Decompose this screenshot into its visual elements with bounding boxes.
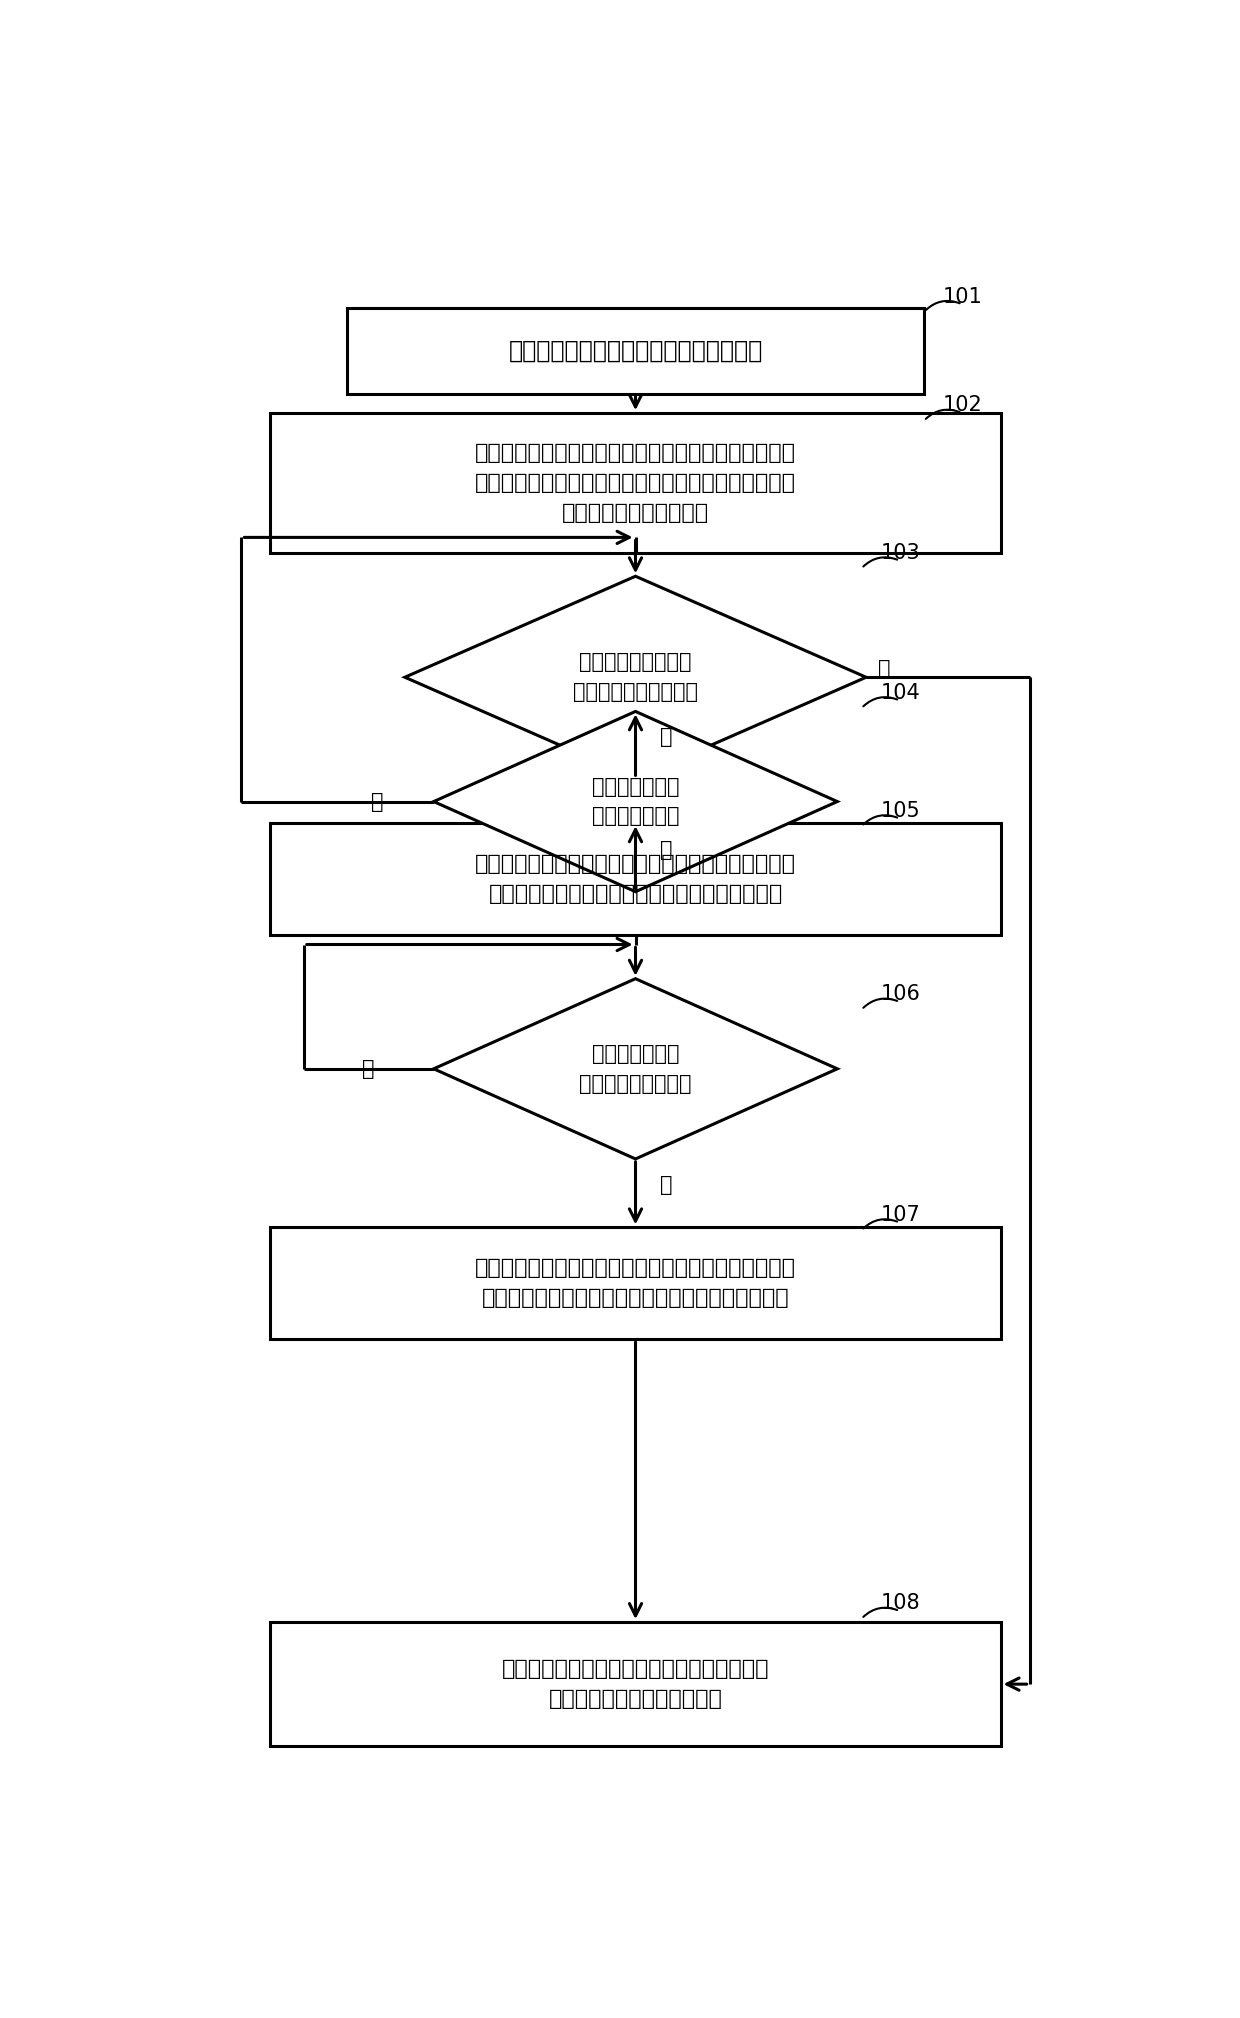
Text: 是: 是 [660, 839, 672, 860]
Text: 发出结束消融指令以控制所述射频能量发生器
停止输出消融功率，结束消融: 发出结束消融指令以控制所述射频能量发生器 停止输出消融功率，结束消融 [502, 1659, 769, 1709]
Text: 否: 否 [371, 791, 383, 811]
Text: 判断休眠时间是
否超出休眠时间阈值: 判断休眠时间是 否超出休眠时间阈值 [579, 1043, 692, 1094]
Text: 发出休眠指令以控制所述射频能量发生器暂停输出消融
功率，并记录休眠时间以及暂停记录所述消融时间: 发出休眠指令以控制所述射频能量发生器暂停输出消融 功率，并记录休眠时间以及暂停记… [475, 854, 796, 904]
Polygon shape [434, 712, 837, 892]
Text: 102: 102 [942, 396, 983, 416]
Text: 在初始状态下根据输入信号设置消融参数: 在初始状态下根据输入信号设置消融参数 [508, 339, 763, 363]
Text: 在接收到启动信号时，发出消融指令以控制射频能量发
生器输出预设消融功率，并记录消融时间以及实时获取
消融部位的实际消融参数: 在接收到启动信号时，发出消融指令以控制射频能量发 生器输出预设消融功率，并记录消… [475, 444, 796, 523]
Polygon shape [404, 577, 866, 779]
Text: 107: 107 [880, 1205, 920, 1225]
Text: 再次发出消融指令以控制射频能量发生器继续输出消融
功率，并继续记录所述消融时间，所述休眠时间清零: 再次发出消融指令以控制射频能量发生器继续输出消融 功率，并继续记录所述消融时间，… [475, 1259, 796, 1308]
Text: 104: 104 [880, 682, 920, 702]
FancyBboxPatch shape [270, 414, 1001, 553]
FancyBboxPatch shape [347, 309, 924, 394]
Text: 106: 106 [880, 985, 920, 1005]
Text: 是: 是 [660, 1174, 672, 1195]
Text: 108: 108 [880, 1594, 920, 1612]
Polygon shape [434, 979, 837, 1158]
FancyBboxPatch shape [270, 1227, 1001, 1340]
Text: 判断记录的消融时间
是否大于消融时间阈值: 判断记录的消融时间 是否大于消融时间阈值 [573, 652, 698, 702]
FancyBboxPatch shape [270, 823, 1001, 934]
Text: 101: 101 [942, 287, 983, 307]
Text: 否: 否 [660, 726, 672, 747]
Text: 判断实际阻抗是
否满足预设条件: 判断实际阻抗是 否满足预设条件 [591, 777, 680, 825]
Text: 是: 是 [878, 660, 890, 680]
Text: 103: 103 [880, 543, 920, 563]
Text: 105: 105 [880, 801, 920, 821]
Text: 否: 否 [362, 1059, 374, 1080]
FancyBboxPatch shape [270, 1622, 1001, 1746]
